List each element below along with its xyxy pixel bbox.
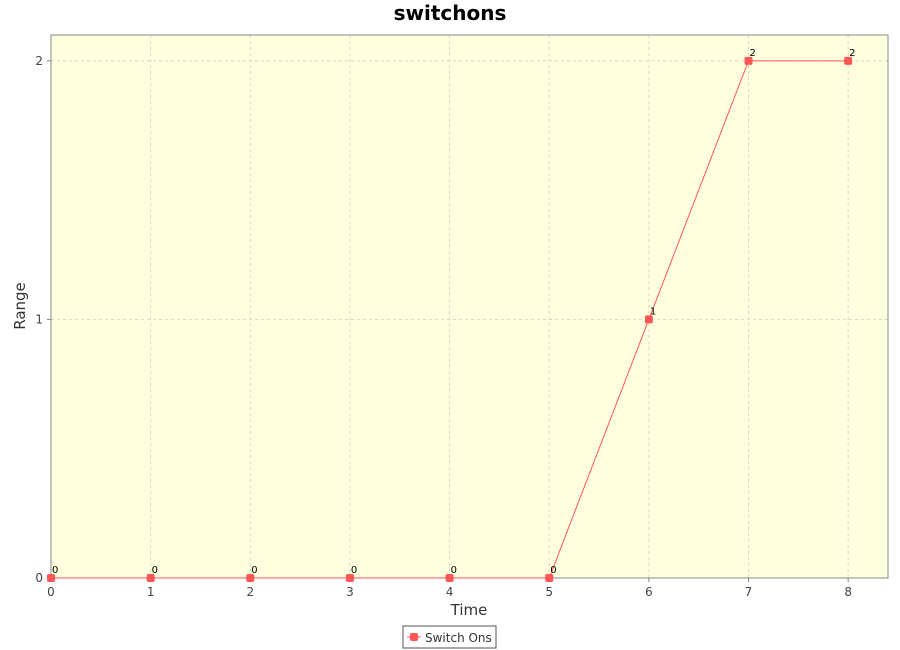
- y-tick-label: 0: [35, 571, 43, 585]
- x-tick-label: 4: [446, 585, 454, 599]
- data-point: [246, 574, 255, 582]
- x-tick-label: 6: [645, 585, 653, 599]
- x-tick-label: 1: [147, 585, 155, 599]
- data-point: [47, 574, 55, 582]
- x-axis-label: Time: [450, 601, 488, 619]
- data-point: [345, 574, 354, 582]
- data-point-label: 0: [251, 565, 257, 576]
- y-tick-label: 1: [35, 312, 43, 326]
- data-point-label: 0: [152, 565, 158, 576]
- legend-marker-swatch: [410, 633, 418, 641]
- legend-box: [402, 625, 497, 649]
- legend: Switch Ons: [402, 625, 497, 649]
- chart-title: switchons: [394, 1, 507, 25]
- legend-label-switch-ons: Switch Ons: [425, 631, 492, 645]
- x-tick-label: 7: [745, 585, 753, 599]
- data-point: [644, 315, 653, 324]
- series-layer: [47, 56, 853, 582]
- data-point-label: 0: [550, 565, 556, 576]
- data-labels: 0 0 0 0 0 0 1 2 2: [52, 48, 856, 576]
- x-tick-label: 3: [346, 585, 354, 599]
- data-point: [545, 574, 554, 582]
- plot-area: [51, 35, 888, 578]
- y-axis-label: Range: [11, 282, 29, 330]
- data-point: [844, 56, 853, 65]
- data-point-label: 0: [451, 565, 457, 576]
- x-tick-label: 2: [246, 585, 254, 599]
- data-point-label: 0: [52, 565, 58, 576]
- data-point-label: 2: [849, 48, 855, 59]
- data-point-label: 2: [750, 48, 756, 59]
- x-tick-label: 5: [545, 585, 553, 599]
- data-point: [744, 56, 753, 65]
- grid-lines: [50, 35, 888, 579]
- data-point: [445, 574, 454, 582]
- y-axis-ticks: 0 1 2: [35, 54, 51, 585]
- data-point-label: 0: [351, 565, 357, 576]
- data-point: [146, 574, 155, 582]
- x-tick-label: 8: [844, 585, 852, 599]
- y-tick-label: 2: [35, 54, 43, 68]
- x-tick-label: 0: [47, 585, 55, 599]
- data-point-label: 1: [650, 306, 656, 317]
